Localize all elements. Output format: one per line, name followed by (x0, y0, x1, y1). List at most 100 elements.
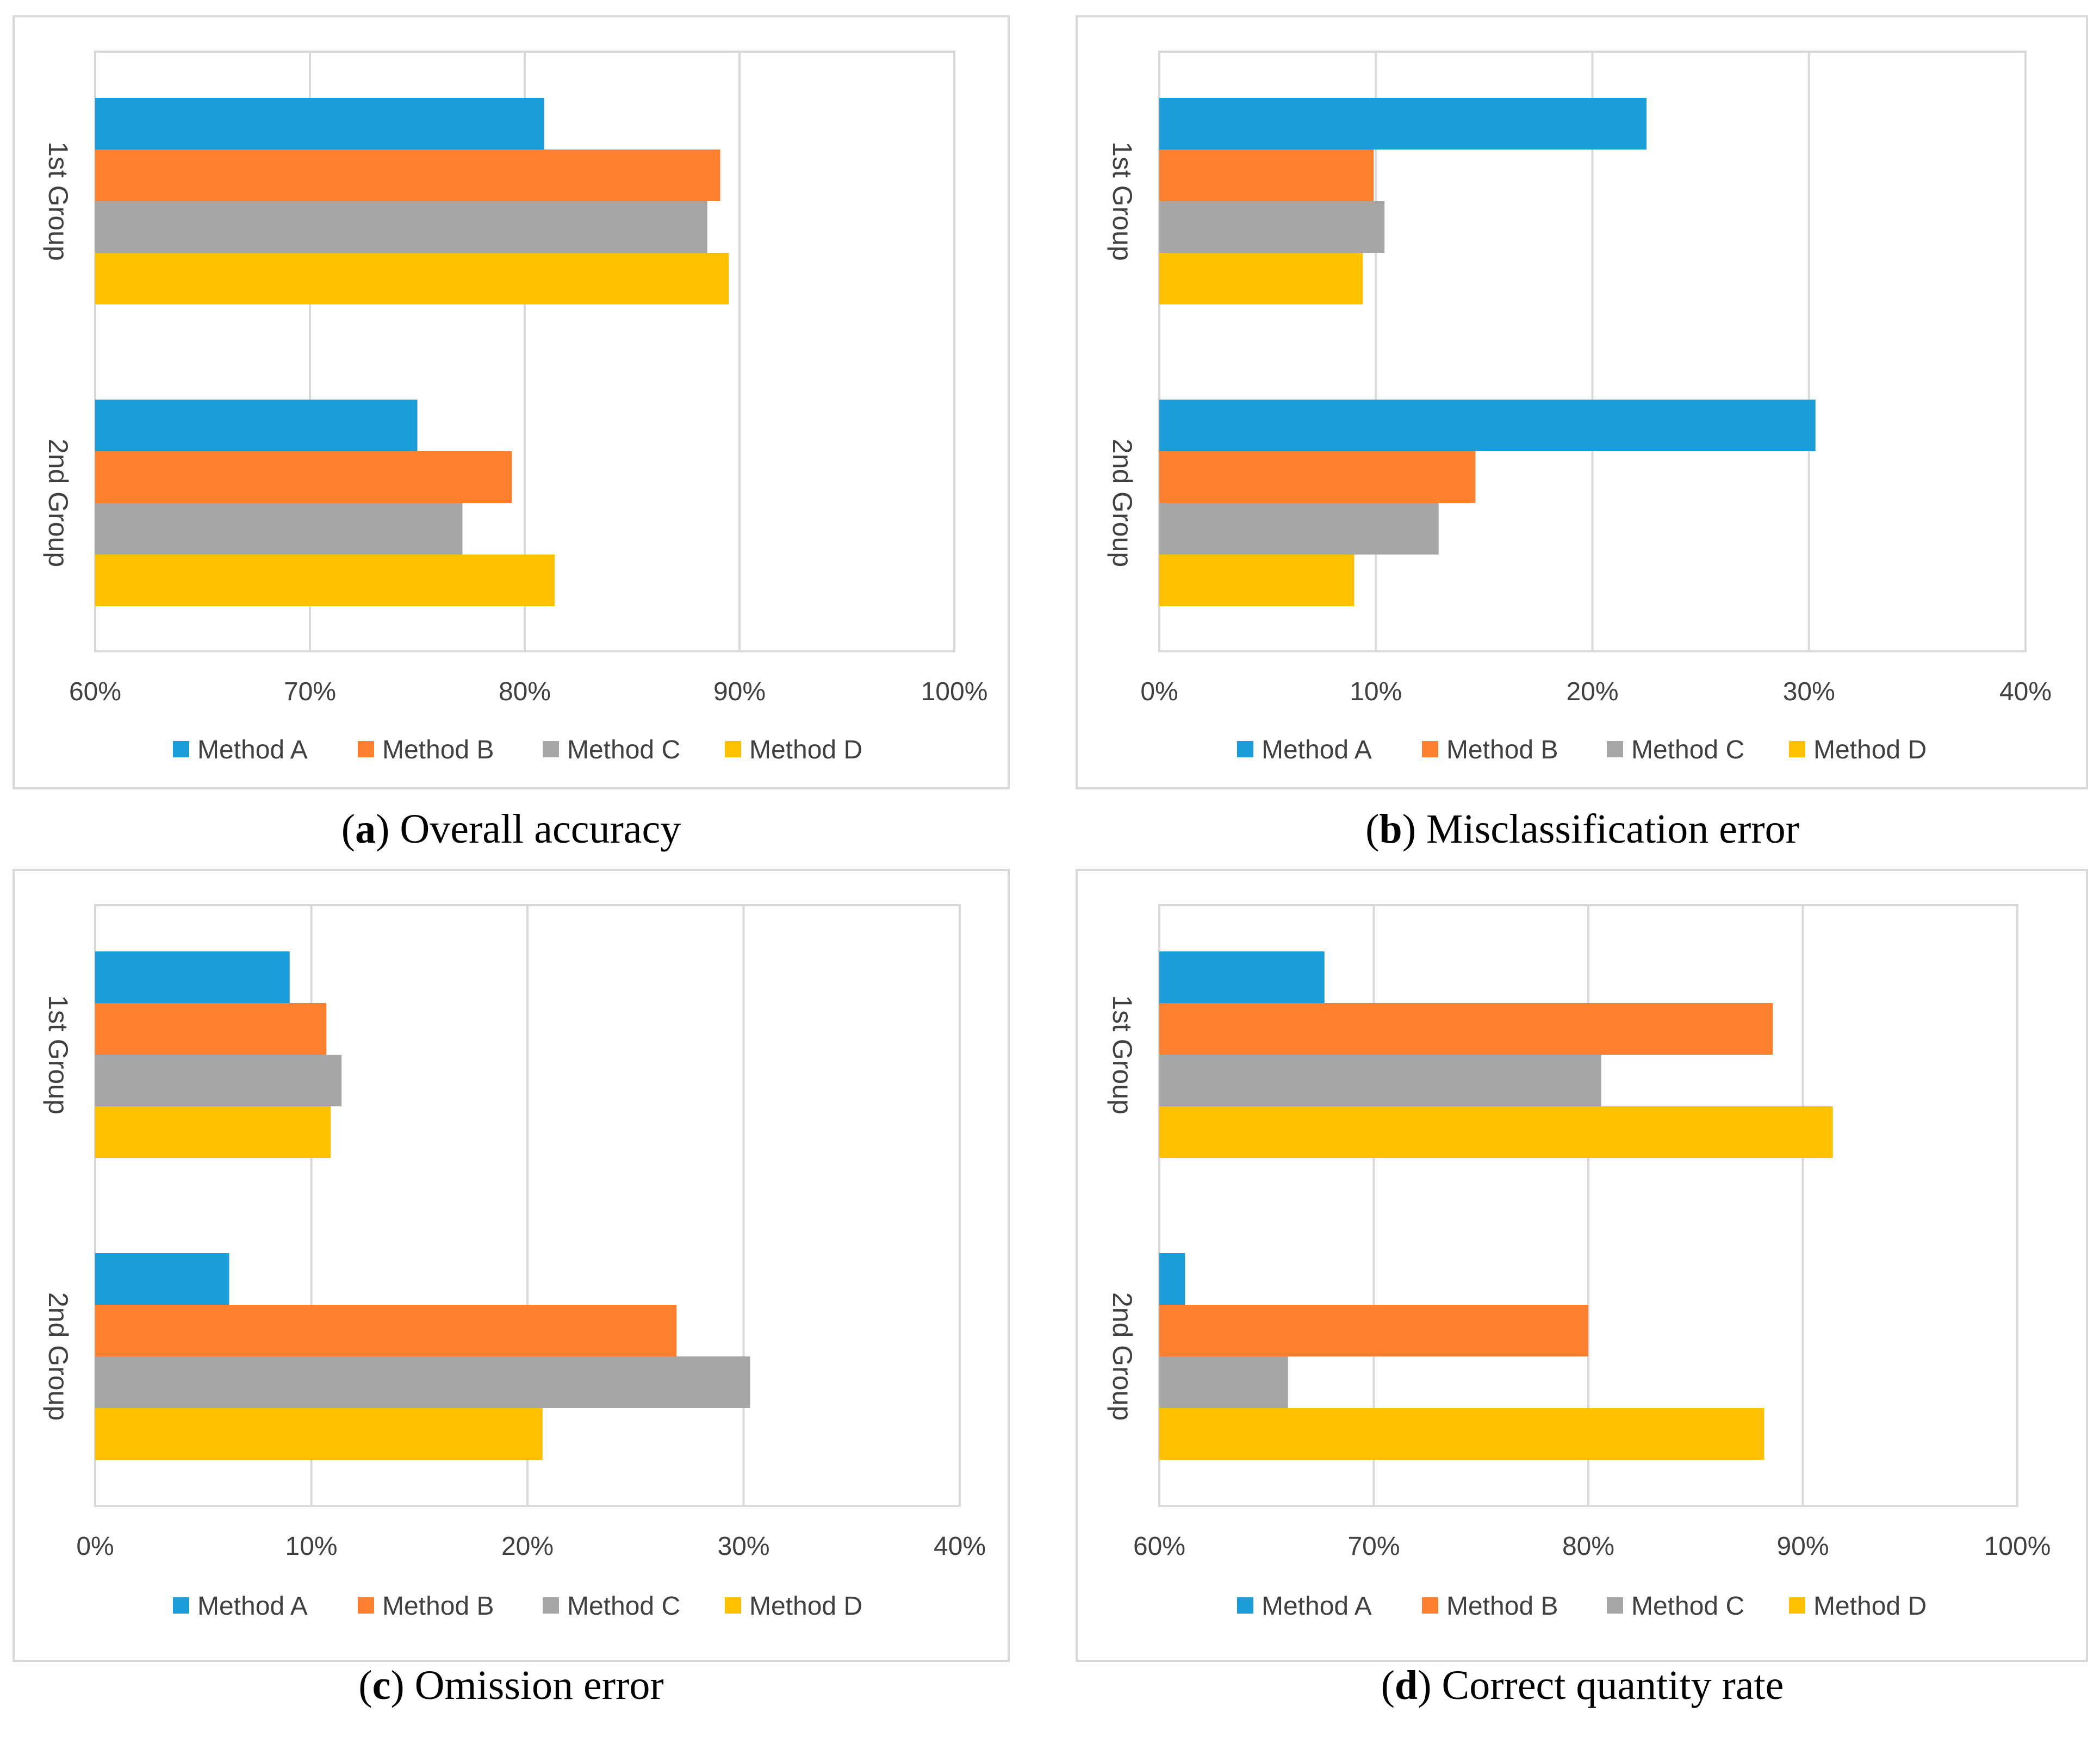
bar-method-d (95, 253, 729, 304)
caption-letter: b (1379, 806, 1402, 852)
bar-method-b (1159, 150, 1374, 201)
legend-swatch (173, 1597, 189, 1614)
bar-method-b (95, 451, 512, 503)
caption-paren: ( (358, 1663, 372, 1708)
x-tick-label: 30% (717, 1532, 769, 1561)
bar-method-d (95, 1408, 543, 1460)
legend-label: Method C (1631, 1592, 1744, 1621)
bar-method-c (1159, 201, 1385, 253)
bar-method-c (95, 1055, 342, 1106)
bar-method-d (1159, 253, 1363, 304)
panel-caption: (d) Correct quantity rate (1381, 1663, 1784, 1708)
bar-method-b (95, 1305, 677, 1356)
bar-method-a (1159, 98, 1647, 150)
bar-method-d (1159, 555, 1355, 606)
legend-swatch (543, 1597, 559, 1614)
legend-swatch (1237, 741, 1253, 757)
x-tick-label: 100% (921, 677, 988, 706)
category-label: 1st Group (1107, 995, 1138, 1115)
bar-method-d (95, 1106, 331, 1158)
legend-swatch (543, 741, 559, 757)
caption-letter: d (1395, 1663, 1418, 1708)
bar-method-a (95, 951, 290, 1003)
category-label: 1st Group (1107, 141, 1138, 261)
legend-swatch (1607, 741, 1623, 757)
legend-swatch (1789, 741, 1805, 757)
legend-swatch (725, 1597, 741, 1614)
x-tick-label: 90% (713, 677, 766, 706)
category-label: 1st Group (43, 995, 73, 1115)
x-tick-label: 40% (1999, 677, 2052, 706)
x-tick-label: 20% (501, 1532, 554, 1561)
bar-method-c (1159, 1055, 1601, 1106)
panel-a: 60% 70% 80% 90% 100% 1st Group 2nd Group Method… (13, 15, 1010, 852)
legend-swatch (1422, 741, 1438, 757)
bar-method-d (95, 555, 555, 606)
x-tick-label: 100% (1984, 1532, 2051, 1561)
category-label: 2nd Group (1107, 1292, 1138, 1421)
x-tick-label: 40% (934, 1532, 986, 1561)
category-label: 1st Group (43, 141, 73, 261)
legend-swatch (358, 741, 374, 757)
x-tick-label: 10% (285, 1532, 337, 1561)
legend-label: Method D (749, 1592, 862, 1621)
caption-letter: c (372, 1663, 391, 1708)
caption-text: ) Misclassification error (1402, 806, 1799, 852)
bar-method-a (95, 400, 418, 451)
legend-label: Method C (567, 1592, 680, 1621)
bar-method-b (1159, 451, 1476, 503)
legend-label: Method A (197, 1592, 308, 1621)
caption-paren: ( (1381, 1663, 1395, 1708)
category-label: 2nd Group (1107, 439, 1138, 567)
legend-label: Method B (1446, 1592, 1558, 1621)
bar-method-b (95, 1003, 327, 1055)
x-tick-label: 10% (1350, 677, 1402, 706)
caption-text: ) Overall accuracy (376, 806, 681, 852)
legend-swatch (1237, 1597, 1253, 1614)
x-tick-label: 30% (1783, 677, 1835, 706)
legend-label: Method A (1262, 736, 1372, 764)
bar-method-c (95, 503, 463, 555)
bar-method-d (1159, 1106, 1833, 1158)
x-tick-label: 60% (1133, 1532, 1185, 1561)
bar-method-a (1159, 400, 1816, 451)
x-tick-label: 60% (69, 677, 121, 706)
caption-text: ) Correct quantity rate (1418, 1663, 1784, 1708)
legend-label: Method B (1446, 736, 1558, 764)
caption-letter: a (355, 806, 376, 852)
legend-label: Method D (1813, 1592, 1927, 1621)
panel-caption: (c) Omission error (358, 1663, 663, 1708)
legend-label: Method C (567, 736, 680, 764)
bar-method-c (95, 201, 707, 253)
category-label: 2nd Group (43, 1292, 73, 1421)
legend-swatch (1789, 1597, 1805, 1614)
bar-method-c (95, 1356, 750, 1408)
bar-method-d (1159, 1408, 1765, 1460)
legend-swatch (358, 1597, 374, 1614)
caption-paren: ( (341, 806, 355, 852)
x-tick-label: 70% (284, 677, 336, 706)
bar-method-b (95, 150, 720, 201)
bar-method-a (95, 98, 544, 150)
bar-method-a (1159, 1253, 1185, 1305)
x-tick-label: 90% (1776, 1532, 1829, 1561)
x-tick-label: 80% (499, 677, 551, 706)
panel-c: 0% 10% 20% 30% 40% 1st Group 2nd Group Method A… (13, 869, 1010, 1708)
bar-method-a (1159, 951, 1325, 1003)
legend-label: Method B (382, 1592, 494, 1621)
bar-method-b (1159, 1305, 1588, 1356)
bar-method-b (1159, 1003, 1773, 1055)
legend-label: Method A (1262, 1592, 1372, 1621)
panel-b: 0% 10% 20% 30% 40% 1st Group 2nd Group Method A… (1076, 15, 2088, 852)
caption-text: ) Omission error (390, 1663, 663, 1708)
legend-swatch (1607, 1597, 1623, 1614)
x-tick-label: 0% (1140, 677, 1178, 706)
legend-swatch (1422, 1597, 1438, 1614)
x-tick-label: 70% (1347, 1532, 1400, 1561)
panel-caption: (a) Overall accuracy (341, 806, 681, 852)
bar-method-c (1159, 1356, 1288, 1408)
panel-caption: (b) Misclassification error (1365, 806, 1799, 852)
x-tick-label: 0% (76, 1532, 114, 1561)
x-tick-label: 80% (1562, 1532, 1614, 1561)
